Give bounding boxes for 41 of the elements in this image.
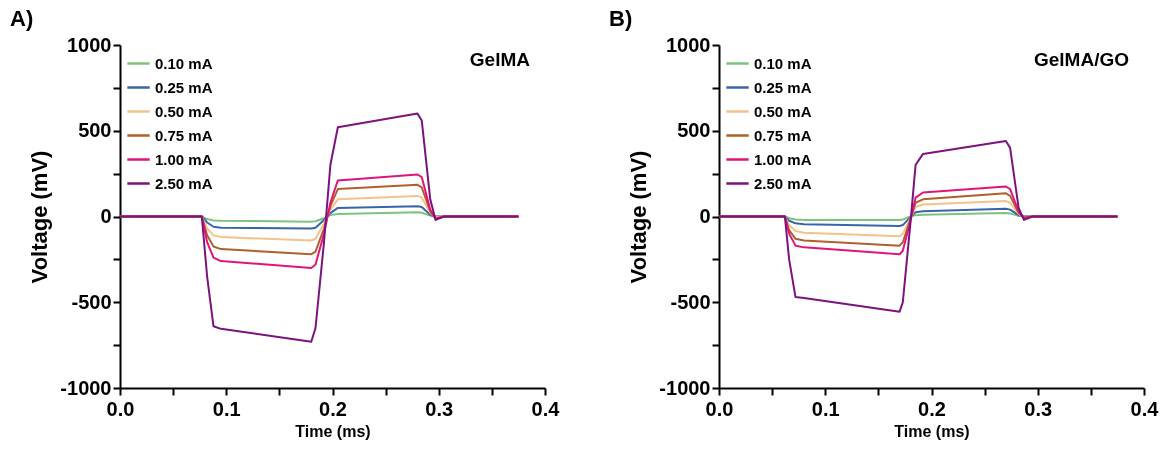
x-tick-label: 0.3: [1024, 397, 1053, 420]
legend-label: 0.10 mA: [754, 54, 812, 72]
x-tick-label: 0.1: [212, 397, 241, 420]
x-axis-title: Time (ms): [894, 422, 970, 440]
x-tick-label: 0.4: [531, 397, 561, 420]
y-tick-label: -1000: [60, 376, 112, 399]
legend-label: 2.50 mA: [754, 174, 812, 192]
y-tick-label: -1000: [659, 376, 711, 399]
legend-label: 0.10 mA: [155, 54, 213, 72]
x-tick-label: 0.4: [1130, 397, 1160, 420]
legend-label: 2.50 mA: [155, 174, 213, 192]
x-axis-title: Time (ms): [295, 422, 371, 440]
y-tick-label: -500: [71, 290, 112, 313]
x-tick-label: 0.2: [918, 397, 946, 420]
x-tick-label: 0.0: [106, 397, 135, 420]
y-tick-label: 1000: [666, 33, 711, 56]
legend-label: 1.00 mA: [754, 150, 812, 168]
y-tick-label: 500: [78, 119, 112, 142]
legend-label: 0.50 mA: [754, 102, 812, 120]
annotation: GelMA/GO: [1033, 49, 1129, 70]
x-tick-label: 0.0: [705, 397, 734, 420]
legend-label: 0.25 mA: [155, 78, 213, 96]
x-tick-label: 0.3: [425, 397, 454, 420]
y-axis-title: Voltage (mV): [626, 150, 652, 284]
y-tick-label: -500: [670, 290, 711, 313]
y-tick-label: 0: [699, 205, 711, 227]
legend-label: 0.75 mA: [155, 126, 213, 144]
y-tick-label: 1000: [67, 33, 112, 56]
chart-title: A): [10, 6, 34, 31]
x-tick-label: 0.2: [319, 397, 347, 420]
annotation: GelMA: [469, 49, 531, 70]
legend-label: 0.25 mA: [754, 78, 812, 96]
x-tick-label: 0.1: [811, 397, 840, 420]
legend-label: 1.00 mA: [155, 150, 213, 168]
chart-title: B): [609, 6, 633, 31]
y-axis-title: Voltage (mV): [27, 150, 53, 284]
y-tick-label: 0: [100, 205, 112, 227]
legend-label: 0.75 mA: [754, 126, 812, 144]
line-series: [718, 140, 1119, 313]
y-tick-label: 500: [677, 119, 711, 142]
legend-label: 0.50 mA: [155, 102, 213, 120]
